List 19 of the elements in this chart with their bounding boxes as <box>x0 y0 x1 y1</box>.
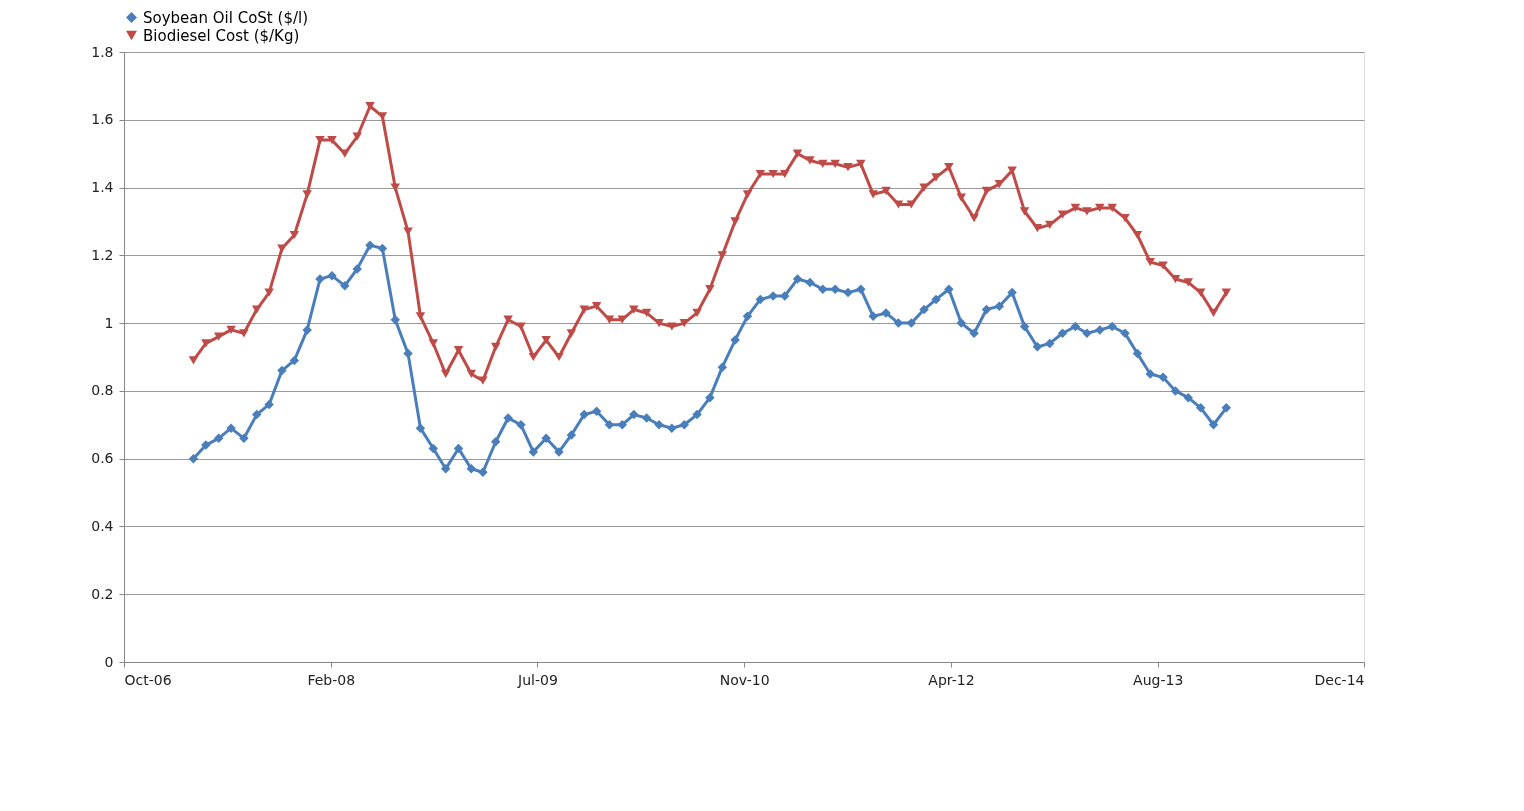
y-tick-label: 1.8 <box>91 43 114 60</box>
x-tick-label: Jul-09 <box>517 671 558 688</box>
x-tick-label: Feb-08 <box>307 671 356 688</box>
y-tick-label: 0.2 <box>91 585 114 602</box>
y-tick-label: 1.6 <box>91 111 114 128</box>
y-tick-label: 0 <box>104 653 114 670</box>
x-tick-label: Apr-12 <box>928 671 975 688</box>
y-tick-label: 1 <box>104 314 114 331</box>
y-tick-label: 1.2 <box>91 246 114 263</box>
y-tick-label: 0.4 <box>91 517 114 534</box>
x-tick-label: Dec-14 <box>1314 671 1365 688</box>
x-tick-label: Aug-13 <box>1133 671 1184 688</box>
y-tick-label: 0.6 <box>91 450 114 467</box>
x-tick-label: Nov-10 <box>719 671 770 688</box>
y-tick-label: 1.4 <box>91 179 114 196</box>
y-tick-label: 0.8 <box>91 382 114 399</box>
x-tick-label: Oct-06 <box>124 671 172 688</box>
legend-label: Biodiesel Cost ($/Kg) <box>143 26 300 45</box>
legend-label: Soybean Oil CoSt ($/l) <box>143 8 308 27</box>
